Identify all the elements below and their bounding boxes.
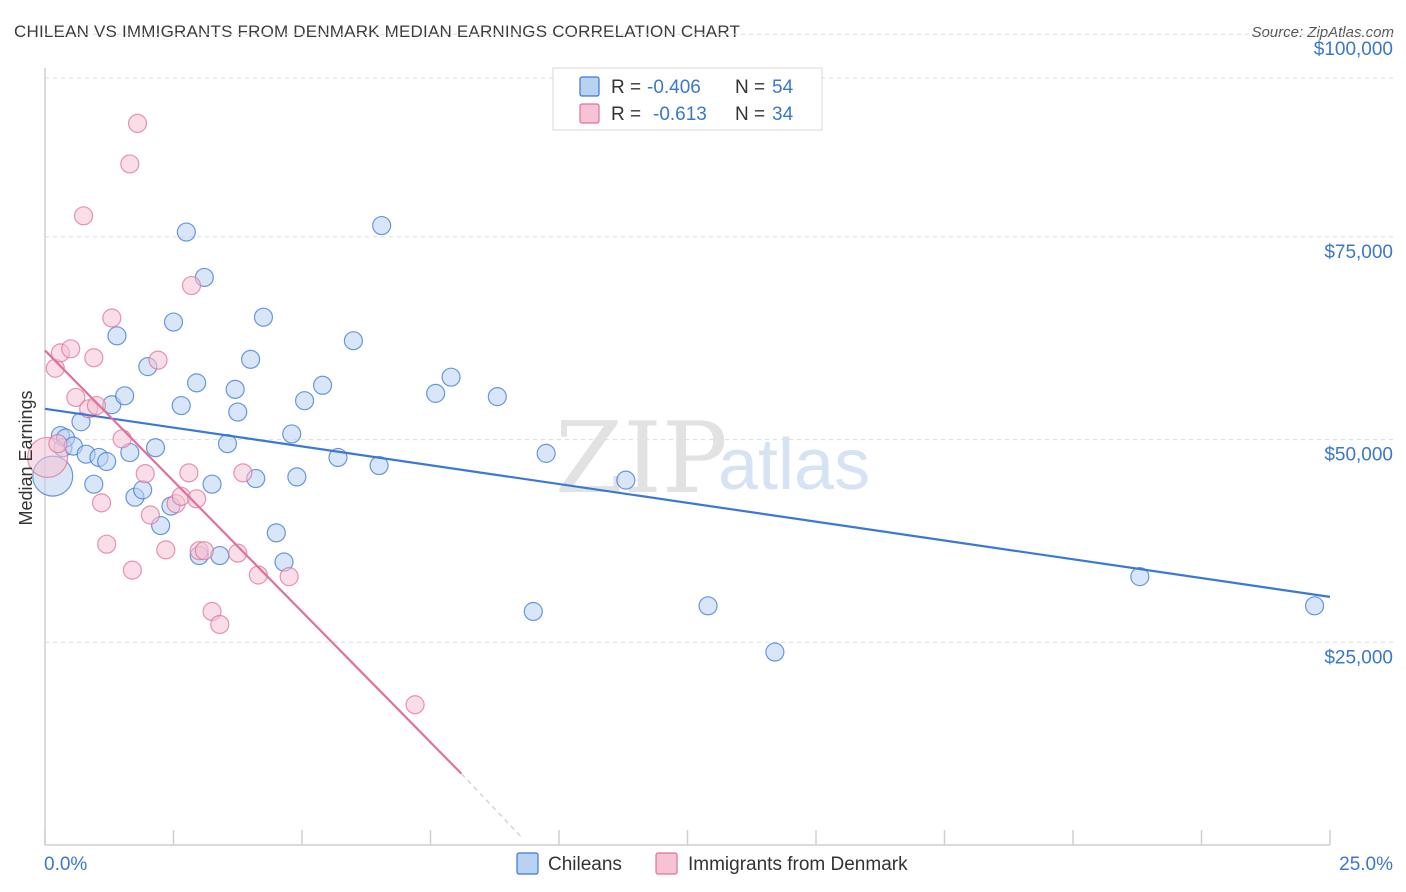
watermark-zip: ZIP	[555, 402, 728, 516]
chileans-point	[145, 438, 166, 458]
chileans-point	[176, 222, 196, 242]
y-tick-label: $25,000	[1324, 647, 1393, 668]
denmark-point	[112, 429, 132, 449]
denmark-point	[86, 395, 107, 416]
denmark-point	[181, 275, 202, 296]
legend-r-label-chileans: R =	[611, 77, 641, 98]
legend-r-label-denmark: R =	[611, 104, 641, 125]
chileans-point	[133, 480, 153, 500]
series-legend: Chileans Immigrants from Denmark	[516, 852, 908, 875]
denmark-point	[48, 434, 68, 454]
chileans-point	[765, 642, 785, 662]
chileans-point	[426, 383, 446, 403]
chileans-point	[241, 349, 261, 369]
chileans-point	[225, 379, 245, 399]
y-tick-label: $75,000	[1324, 242, 1393, 263]
denmark-point	[102, 308, 122, 328]
chileans-point	[84, 474, 104, 494]
watermark-atlas: atlas	[718, 425, 870, 505]
chileans-trend-line	[44, 407, 1331, 598]
chileans-point	[202, 474, 222, 494]
legend-n-value-denmark: 34	[772, 104, 794, 125]
chart-title: CHILEAN VS IMMIGRANTS FROM DENMARK MEDIA…	[14, 22, 741, 41]
denmark-trend-line	[44, 349, 463, 775]
series-legend-label-denmark: Immigrants from Denmark	[688, 854, 908, 875]
denmark-point	[179, 463, 199, 483]
chileans-point	[369, 455, 389, 476]
chileans-point	[312, 375, 333, 395]
chileans-point	[287, 467, 307, 487]
denmark-point	[91, 493, 112, 513]
y-tick-labels: $25,000 $50,000 $75,000 $100,000	[1314, 39, 1393, 668]
denmark-point	[228, 543, 248, 563]
chileans-point	[536, 443, 556, 463]
chileans-point	[523, 601, 543, 622]
x-axis-ticks	[44, 830, 1331, 845]
denmark-trend-extension	[460, 773, 521, 837]
chileans-point	[228, 402, 248, 422]
denmark-point	[66, 387, 86, 408]
denmark-point	[120, 154, 140, 174]
chileans-point	[343, 331, 363, 351]
chart-source: Source: ZipAtlas.com	[1251, 24, 1394, 41]
denmark-point	[194, 541, 214, 561]
chileans-point	[698, 596, 718, 616]
denmark-point	[140, 505, 160, 525]
series-legend-swatch-chileans	[516, 852, 539, 875]
denmark-point	[84, 348, 104, 368]
denmark-point	[148, 350, 168, 370]
chileans-point	[441, 367, 461, 387]
denmark-point	[73, 206, 94, 226]
chileans-point	[97, 451, 117, 472]
legend-r-value-denmark: -0.613	[653, 104, 707, 125]
denmark-point	[405, 695, 425, 715]
denmark-point	[135, 464, 155, 484]
legend-n-value-chileans: 54	[772, 77, 794, 98]
chileans-point	[372, 215, 392, 236]
chileans-point	[294, 391, 315, 411]
legend-n-label-chileans: N =	[735, 77, 765, 98]
y-tick-label: $100,000	[1314, 39, 1393, 60]
legend-n-label-denmark: N =	[735, 104, 765, 125]
denmark-point	[156, 540, 176, 560]
chileans-point	[187, 373, 207, 393]
denmark-point	[122, 560, 142, 580]
denmark-point	[210, 614, 230, 635]
series-legend-swatch-denmark	[655, 852, 678, 875]
chileans-point	[171, 395, 191, 416]
y-axis-title: Median Earnings	[16, 390, 36, 525]
x-tick-label-min: 0.0%	[44, 854, 87, 875]
legend-r-value-chileans: -0.406	[647, 77, 701, 98]
denmark-point	[279, 567, 299, 587]
legend-swatch-denmark	[579, 103, 600, 124]
chileans-point	[487, 387, 507, 407]
chileans-point	[107, 326, 127, 346]
y-tick-label: $50,000	[1324, 445, 1393, 466]
chileans-point	[115, 386, 135, 406]
chileans-point	[616, 470, 636, 490]
legend-swatch-chileans	[579, 76, 600, 97]
chileans-point	[1130, 567, 1150, 587]
denmark-point	[127, 113, 148, 134]
denmark-point	[233, 463, 253, 483]
denmark-point	[61, 339, 81, 359]
denmark-point	[97, 534, 117, 554]
chileans-point	[282, 424, 302, 444]
chileans-point	[163, 312, 184, 332]
stats-legend: R = -0.406 N = 54 R = -0.613 N = 34	[552, 67, 823, 131]
chileans-point	[253, 307, 274, 327]
denmark-point	[187, 489, 207, 509]
series-legend-label-chileans: Chileans	[548, 854, 622, 875]
x-tick-label-max: 25.0%	[1339, 854, 1393, 875]
chileans-point	[266, 523, 286, 543]
trend-lines	[44, 349, 1331, 837]
chileans-point	[1304, 596, 1325, 616]
watermark: ZIP atlas	[555, 402, 870, 516]
